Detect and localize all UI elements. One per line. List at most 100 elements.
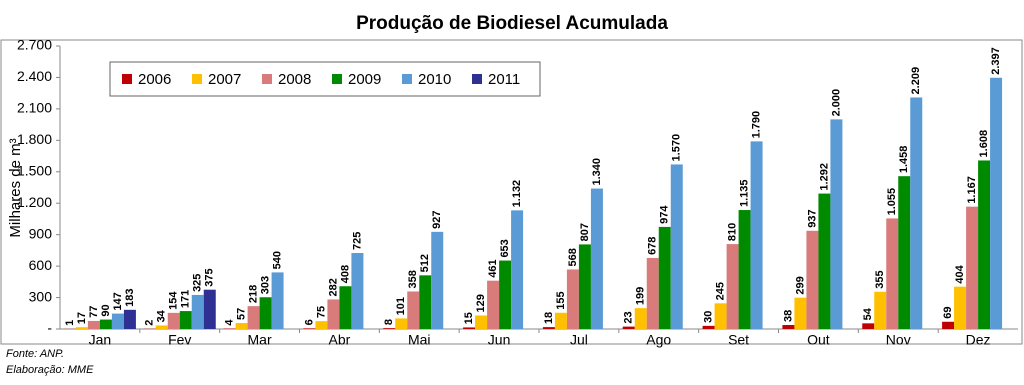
x-tick-label: Set (728, 332, 749, 348)
bar (351, 253, 364, 329)
value-label: 2 (144, 320, 156, 326)
bar (419, 275, 432, 329)
value-label: 325 (192, 274, 204, 292)
bar (167, 312, 180, 329)
bar (818, 193, 831, 329)
bar (634, 308, 647, 329)
bar (990, 77, 1003, 330)
value-label: 810 (726, 223, 738, 241)
legend-swatch (402, 74, 412, 84)
x-tick-label: Jul (570, 332, 588, 348)
value-label: 18 (543, 312, 555, 324)
bar (978, 160, 991, 329)
value-label: 38 (782, 310, 794, 322)
bar (111, 313, 124, 329)
y-tick-label: - (47, 320, 52, 336)
value-label: 725 (351, 232, 363, 250)
chart-frame (0, 39, 1023, 345)
value-label: 69 (942, 307, 954, 319)
x-tick-label: Dez (966, 332, 991, 348)
bar (590, 188, 603, 329)
bar (862, 323, 875, 329)
value-label: 355 (874, 270, 886, 288)
value-label: 199 (635, 287, 647, 305)
bar (750, 141, 763, 329)
x-tick-label: Jan (89, 332, 112, 348)
y-tick-label: 900 (29, 225, 53, 241)
bar (203, 289, 216, 329)
bar (738, 210, 751, 329)
credit-note: Elaboração: MME (6, 364, 94, 376)
bar (315, 321, 328, 329)
bar (542, 327, 555, 329)
y-tick-label: 300 (29, 288, 53, 304)
x-tick-label: Mar (248, 332, 272, 348)
y-tick-label: 2.100 (17, 100, 52, 116)
value-label: 927 (431, 210, 443, 228)
bar (327, 299, 340, 329)
x-tick-label: Out (807, 332, 830, 348)
value-label: 17 (76, 312, 88, 324)
value-label: 129 (475, 294, 487, 312)
value-label: 4 (223, 319, 235, 326)
value-label: 30 (702, 311, 714, 323)
bar (303, 328, 316, 329)
value-label: 303 (259, 276, 271, 294)
bar (383, 328, 396, 329)
legend-swatch (122, 74, 132, 84)
bar (702, 325, 715, 329)
value-label: 512 (419, 254, 431, 272)
value-label: 1.608 (978, 130, 990, 158)
value-label: 1.132 (511, 180, 523, 208)
y-tick-label: 1.500 (17, 162, 52, 178)
bar (407, 291, 420, 329)
legend-swatch (192, 74, 202, 84)
legend-swatch (262, 74, 272, 84)
bar (578, 244, 591, 329)
y-tick-label: 1.800 (17, 131, 52, 147)
legend-label: 2011 (488, 71, 520, 88)
value-label: 1.135 (738, 180, 750, 208)
y-tick-label: 600 (29, 257, 53, 273)
legend-label: 2009 (348, 71, 381, 88)
value-label: 8 (383, 319, 395, 325)
value-label: 461 (487, 259, 499, 277)
source-note: Fonte: ANP. (6, 348, 64, 360)
value-label: 540 (271, 251, 283, 269)
value-label: 245 (714, 282, 726, 300)
bar (670, 164, 683, 329)
bar (622, 326, 635, 329)
value-label: 282 (327, 278, 339, 296)
value-label: 54 (862, 307, 874, 320)
bar (726, 244, 739, 329)
value-label: 1.458 (898, 146, 910, 174)
value-label: 57 (235, 308, 247, 320)
value-label: 171 (180, 290, 192, 308)
value-label: 1.790 (750, 111, 762, 139)
value-label: 2.209 (910, 67, 922, 95)
value-label: 974 (659, 205, 671, 224)
bar (271, 272, 284, 329)
y-axis-label: Milhares de m³ (7, 138, 24, 237)
value-label: 937 (806, 209, 818, 227)
value-label: 1.570 (671, 134, 683, 162)
bar (806, 230, 819, 329)
x-tick-label: Nov (886, 332, 911, 348)
bar (566, 269, 579, 329)
value-label: 23 (623, 311, 635, 323)
bar (910, 97, 923, 329)
bar (75, 327, 88, 329)
bar (874, 291, 887, 329)
bar (830, 119, 843, 330)
legend-swatch (472, 74, 482, 84)
chart-title: Produção de Biodiesel Acumulada (356, 13, 668, 34)
x-tick-label: Jun (488, 332, 511, 348)
legend-label: 2007 (208, 71, 241, 88)
bar (499, 260, 512, 329)
value-label: 568 (567, 248, 579, 266)
value-label: 154 (168, 291, 180, 310)
bar (339, 286, 352, 329)
bar (794, 297, 807, 329)
value-label: 90 (100, 304, 112, 316)
